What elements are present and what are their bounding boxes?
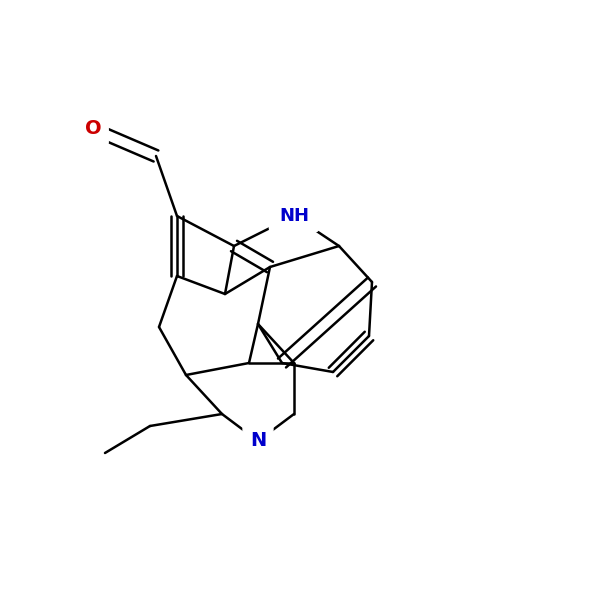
Text: NH: NH — [279, 207, 309, 225]
Text: N: N — [250, 431, 266, 451]
Text: O: O — [82, 116, 104, 142]
Text: O: O — [85, 119, 101, 139]
Text: N: N — [247, 428, 269, 454]
Text: NH: NH — [273, 204, 315, 228]
